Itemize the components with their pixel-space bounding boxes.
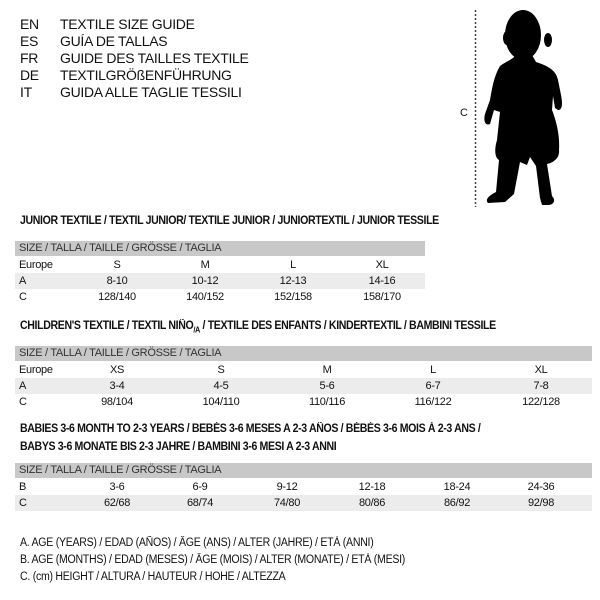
table-row: C 98/104 104/110 110/116 116/122 122/128 — [15, 394, 592, 410]
cell: 140/152 — [186, 291, 224, 303]
cell: 74/80 — [273, 497, 301, 509]
children-section-title: CHILDREN'S TEXTILE / TEXTIL NIÑO/A / TEX… — [20, 320, 496, 334]
row-label: Europe — [19, 364, 53, 376]
row-label: Europe — [19, 259, 53, 271]
lang-title: GUÍA DE TALLAS — [60, 33, 168, 49]
table-row: B 3-6 6-9 9-12 12-18 18-24 24-36 — [15, 479, 592, 495]
lang-title: TEXTILE SIZE GUIDE — [60, 16, 195, 32]
baby-silhouette-icon — [474, 10, 562, 207]
table-row: A 8-10 10-12 12-13 14-16 — [15, 273, 425, 289]
babies-size-header: SIZE / TALLA / TAILLE / GRÖSSE / TAGLIA — [15, 463, 592, 478]
cell: 152/158 — [274, 291, 312, 303]
cell: 68/74 — [186, 497, 214, 509]
cell: L — [430, 364, 436, 376]
children-size-header: SIZE / TALLA / TAILLE / GRÖSSE / TAGLIA — [15, 346, 592, 361]
lang-code: IT — [20, 84, 32, 100]
cell: 12-18 — [358, 481, 386, 493]
cell: S — [217, 364, 225, 376]
cell: 80/86 — [358, 497, 386, 509]
cell: 62/68 — [103, 497, 131, 509]
cell: 92/98 — [527, 497, 555, 509]
lang-title: GUIDA ALLE TAGLIE TESSILI — [60, 84, 242, 100]
lang-title: TEXTILGRÖßENFÜHRUNG — [60, 67, 232, 83]
title-sub: /A — [193, 325, 200, 335]
row-label: C — [19, 497, 27, 509]
cell: 18-24 — [443, 481, 471, 493]
cell: 9-12 — [276, 481, 298, 493]
cell: 5-6 — [319, 380, 335, 392]
cell: 3-4 — [109, 380, 125, 392]
babies-section-title-line2: BABYS 3-6 MONATE BIS 2-3 JAHRE / BAMBINI… — [20, 441, 337, 453]
lang-title: GUIDE DES TAILLES TEXTILE — [60, 50, 249, 66]
cell: XL — [375, 259, 389, 271]
lang-code: DE — [20, 67, 39, 83]
table-row: Europe XS S M L XL — [15, 362, 592, 378]
title-main: CHILDREN'S TEXTILE / TEXTIL NIÑO — [20, 320, 194, 332]
lang-code: ES — [20, 33, 39, 49]
cell: M — [200, 259, 210, 271]
cell: 8-10 — [106, 275, 128, 287]
cell: 122/128 — [522, 396, 560, 408]
height-measure-label: C — [460, 107, 468, 119]
junior-section-title: JUNIOR TEXTILE / TEXTIL JUNIOR/ TEXTILE … — [20, 215, 439, 227]
row-label: C — [19, 396, 27, 408]
legend-b: B. AGE (MONTHS) / EDAD (MESES) / ÂGE (MO… — [20, 554, 406, 566]
cell: S — [113, 259, 121, 271]
lang-code: FR — [20, 50, 39, 66]
cell: L — [290, 259, 296, 271]
cell: 104/110 — [202, 396, 240, 408]
cell: 158/170 — [363, 291, 401, 303]
babies-section-title-line1: BABIES 3-6 MONTH TO 2-3 YEARS / BEBÉS 3-… — [20, 423, 481, 435]
cell: 10-12 — [191, 275, 219, 287]
table-row: Europe S M L XL — [15, 257, 425, 273]
junior-size-header: SIZE / TALLA / TAILLE / GRÖSSE / TAGLIA — [15, 241, 425, 256]
row-label: C — [19, 291, 27, 303]
cell: 12-13 — [279, 275, 307, 287]
cell: 14-16 — [368, 275, 396, 287]
cell: 116/122 — [414, 396, 452, 408]
lang-code: EN — [20, 16, 39, 32]
row-label: A — [19, 275, 27, 287]
table-row: A 3-4 4-5 5-6 6-7 7-8 — [15, 378, 592, 394]
cell: 98/104 — [101, 396, 133, 408]
cell: 3-6 — [109, 481, 125, 493]
cell: 4-5 — [213, 380, 229, 392]
row-label: A — [19, 380, 27, 392]
cell: 86/92 — [443, 497, 471, 509]
table-row: C 62/68 68/74 74/80 80/86 86/92 92/98 — [15, 495, 592, 511]
cell: XL — [534, 364, 548, 376]
legend-a: A. AGE (YEARS) / EDAD (AÑOS) / ÂGE (ANS)… — [20, 537, 374, 549]
cell: 6-7 — [425, 380, 441, 392]
legend-c: C. (cm) HEIGHT / ALTURA / HAUTEUR / HÖHE… — [20, 571, 286, 583]
cell: 6-9 — [192, 481, 208, 493]
cell: XS — [109, 364, 125, 376]
table-row: C 128/140 140/152 152/158 158/170 — [15, 289, 425, 305]
title-rest: / TEXTILE DES ENFANTS / KINDERTEXTIL / B… — [199, 320, 497, 332]
cell: 7-8 — [533, 380, 549, 392]
cell: 110/116 — [308, 396, 346, 408]
cell: 128/140 — [98, 291, 136, 303]
row-label: B — [19, 481, 27, 493]
cell: M — [322, 364, 332, 376]
cell: 24-36 — [527, 481, 555, 493]
